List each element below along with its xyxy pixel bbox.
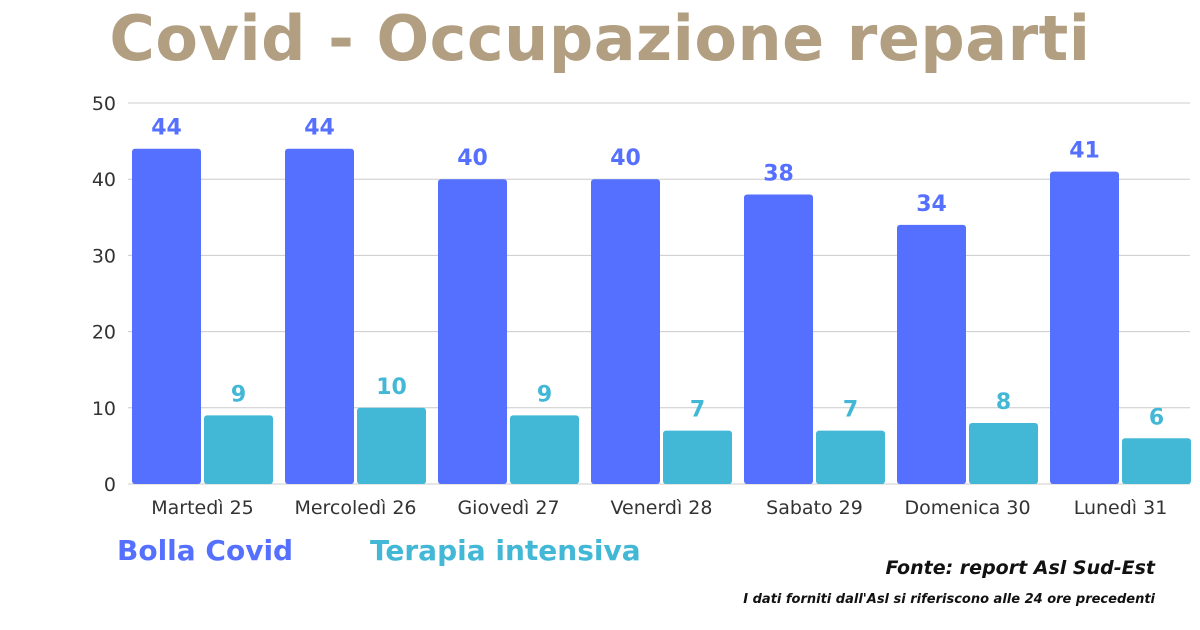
y-tick-label: 50 [92, 93, 116, 115]
bar-terapia-intensiva [357, 407, 426, 484]
bar-terapia-intensiva [510, 415, 579, 484]
data-labels: 44 9 44 10 40 9 40 7 38 7 34 8 41 6 [151, 116, 1164, 431]
data-label: 34 [916, 192, 947, 217]
bar-bolla-covid [438, 179, 507, 484]
data-label: 44 [151, 116, 182, 141]
bar-bolla-covid [897, 224, 966, 485]
bar-bolla-covid [591, 179, 660, 484]
y-tick-label: 40 [92, 169, 116, 191]
data-label: 8 [996, 390, 1011, 415]
data-label: 41 [1069, 139, 1100, 164]
bar-bolla-covid [1050, 171, 1119, 484]
x-tick-label: Lunedì 31 [1074, 497, 1168, 519]
x-tick-label: Mercoledì 26 [294, 497, 416, 519]
y-tick-label: 30 [92, 245, 116, 267]
bar-terapia-intensiva [204, 415, 273, 484]
data-label: 7 [690, 398, 705, 423]
y-tick-label: 10 [92, 398, 116, 420]
bar-bolla-covid [744, 194, 813, 484]
chart-title: Covid - Occupazione reparti [109, 2, 1091, 75]
data-label: 9 [537, 382, 552, 407]
data-label: 10 [376, 375, 407, 400]
data-label: 44 [304, 116, 335, 141]
bar-bolla-covid [132, 148, 201, 484]
x-tick-label: Giovedì 27 [457, 497, 559, 519]
bars [132, 148, 1191, 485]
data-label: 6 [1149, 405, 1164, 430]
bar-bolla-covid [285, 148, 354, 484]
source-note: Fonte: report Asl Sud-Est [885, 557, 1155, 579]
data-label: 40 [610, 146, 641, 171]
bar-terapia-intensiva [663, 430, 732, 484]
y-axis-ticks: 0 10 20 30 40 50 [92, 93, 116, 496]
legend-terapia-intensiva: Terapia intensiva [370, 534, 641, 567]
x-tick-label: Domenica 30 [904, 497, 1030, 519]
legend-bolla-covid: Bolla Covid [117, 534, 294, 567]
data-label: 40 [457, 146, 488, 171]
x-tick-label: Martedì 25 [151, 497, 254, 519]
x-tick-label: Sabato 29 [766, 497, 863, 519]
bar-terapia-intensiva [816, 430, 885, 484]
bar-terapia-intensiva [1122, 438, 1191, 484]
data-label: 7 [843, 398, 858, 423]
x-tick-label: Venerdì 28 [611, 497, 713, 519]
y-tick-label: 20 [92, 322, 116, 344]
footnote: I dati forniti dall'Asl si riferiscono a… [743, 592, 1155, 607]
x-axis-ticks: Martedì 25 Mercoledì 26 Giovedì 27 Venerdì … [151, 497, 1167, 519]
data-label: 38 [763, 161, 794, 186]
data-label: 9 [231, 382, 246, 407]
y-tick-label: 0 [104, 474, 116, 496]
bar-terapia-intensiva [969, 423, 1038, 484]
